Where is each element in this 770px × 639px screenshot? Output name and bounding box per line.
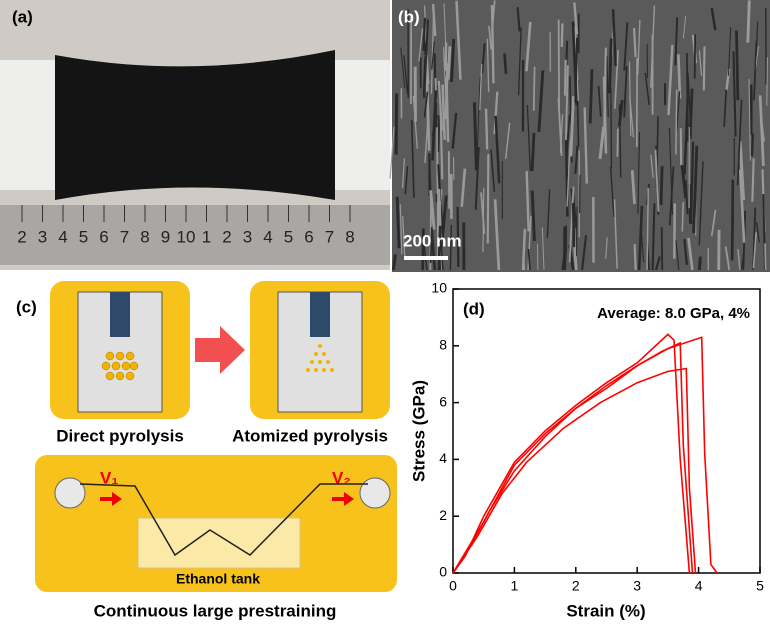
ruler-label: 1 (202, 227, 211, 246)
y-axis-label: Stress (GPa) (409, 380, 428, 482)
sem-streak (429, 129, 430, 151)
sem-streak (634, 28, 636, 57)
sem-streak (748, 0, 749, 42)
scale-bar (404, 256, 448, 260)
ruler-label: 4 (58, 227, 67, 246)
sem-streak (486, 109, 487, 150)
sem-streak (676, 90, 677, 155)
sem-streak (635, 244, 636, 270)
ruler-label: 6 (304, 227, 313, 246)
y-tick-label: 10 (431, 280, 447, 296)
ruler-label: 3 (243, 227, 252, 246)
sem-streak (662, 227, 663, 270)
panel-label: (d) (463, 299, 485, 318)
sem-streak (397, 197, 399, 249)
arrow (195, 326, 245, 374)
ruler-label: 2 (222, 227, 231, 246)
panel-label: (c) (16, 297, 37, 316)
sem-streak (611, 88, 612, 168)
spool (360, 478, 390, 508)
y-tick-label: 8 (439, 337, 447, 353)
stress-strain-curve (453, 334, 689, 573)
caption: Continuous large prestraining (94, 601, 337, 620)
sem-streak (445, 42, 446, 70)
ruler-label: 10 (177, 227, 196, 246)
sem-streak (704, 46, 705, 90)
sem-streak (661, 166, 662, 205)
nozzle (110, 292, 130, 337)
sem-streak (565, 60, 566, 96)
ruler-label: 9 (161, 227, 170, 246)
sem-streak (448, 46, 450, 79)
speed-label: V₁ (100, 468, 118, 487)
y-tick-label: 4 (439, 450, 447, 466)
speed-label: V₂ (332, 468, 351, 487)
tank-label: Ethanol tank (176, 571, 260, 587)
annotation: Average: 8.0 GPa, 4% (597, 305, 750, 322)
ruler-label: 5 (284, 227, 293, 246)
panel-label: (a) (12, 7, 33, 26)
nozzle (310, 292, 330, 337)
sem-streak (532, 133, 534, 171)
x-tick-label: 3 (633, 578, 641, 594)
ruler-label: 8 (345, 227, 354, 246)
chart: 0 1 2 3 4 5 0 2 4 6 8 10 (d) Average: 8.0 GPa, 4% Stra… (409, 280, 764, 621)
sem-streak (488, 154, 489, 243)
sem-streak (736, 30, 737, 100)
x-tick-label: 0 (449, 578, 457, 594)
sem-streak (699, 257, 700, 270)
x-tick-label: 1 (511, 578, 519, 594)
sem-streak (393, 254, 395, 270)
sem-streak (752, 158, 753, 201)
y-tick-label: 6 (439, 393, 447, 409)
panel-label: (b) (398, 7, 420, 26)
x-tick-label: 4 (695, 578, 703, 594)
sem-streak (578, 101, 579, 146)
x-tick-label: 2 (572, 578, 580, 594)
sem-streak (609, 39, 611, 94)
y-tick-label: 2 (439, 507, 447, 523)
sem-streak (752, 134, 753, 156)
ruler-label: 4 (263, 227, 272, 246)
sem-streak (505, 53, 506, 73)
x-axis-label: Strain (%) (566, 601, 645, 620)
y-tick-label: 0 (439, 564, 447, 580)
caption: Atomized pyrolysis (232, 426, 388, 445)
caption: Direct pyrolysis (56, 426, 184, 445)
plot-frame (453, 289, 760, 573)
sem-streak (573, 203, 574, 247)
ruler-label: 5 (79, 227, 88, 246)
ruler-label: 8 (140, 227, 149, 246)
spool (55, 478, 85, 508)
sem-streak (534, 67, 535, 111)
x-tick-label: 5 (756, 578, 764, 594)
sem-streak (765, 243, 766, 270)
particles (102, 352, 138, 380)
ruler-label: 3 (38, 227, 47, 246)
sem-streak (590, 69, 592, 123)
sem-streak (767, 57, 768, 106)
sem-streak (682, 202, 683, 232)
scale-bar-label: 200 nm (403, 231, 462, 250)
ruler-label: 7 (325, 227, 334, 246)
ruler-label: 2 (17, 227, 26, 246)
stress-strain-curve (453, 369, 696, 574)
sem-streak (474, 102, 476, 170)
ruler-label: 6 (99, 227, 108, 246)
sem-streak (562, 23, 563, 46)
ruler-label: 7 (120, 227, 129, 246)
stress-strain-curve (453, 337, 717, 573)
ethanol-tank (138, 518, 300, 568)
stress-strain-curve (453, 343, 693, 573)
sem-streak (483, 188, 484, 252)
fiber-spool (55, 50, 335, 200)
